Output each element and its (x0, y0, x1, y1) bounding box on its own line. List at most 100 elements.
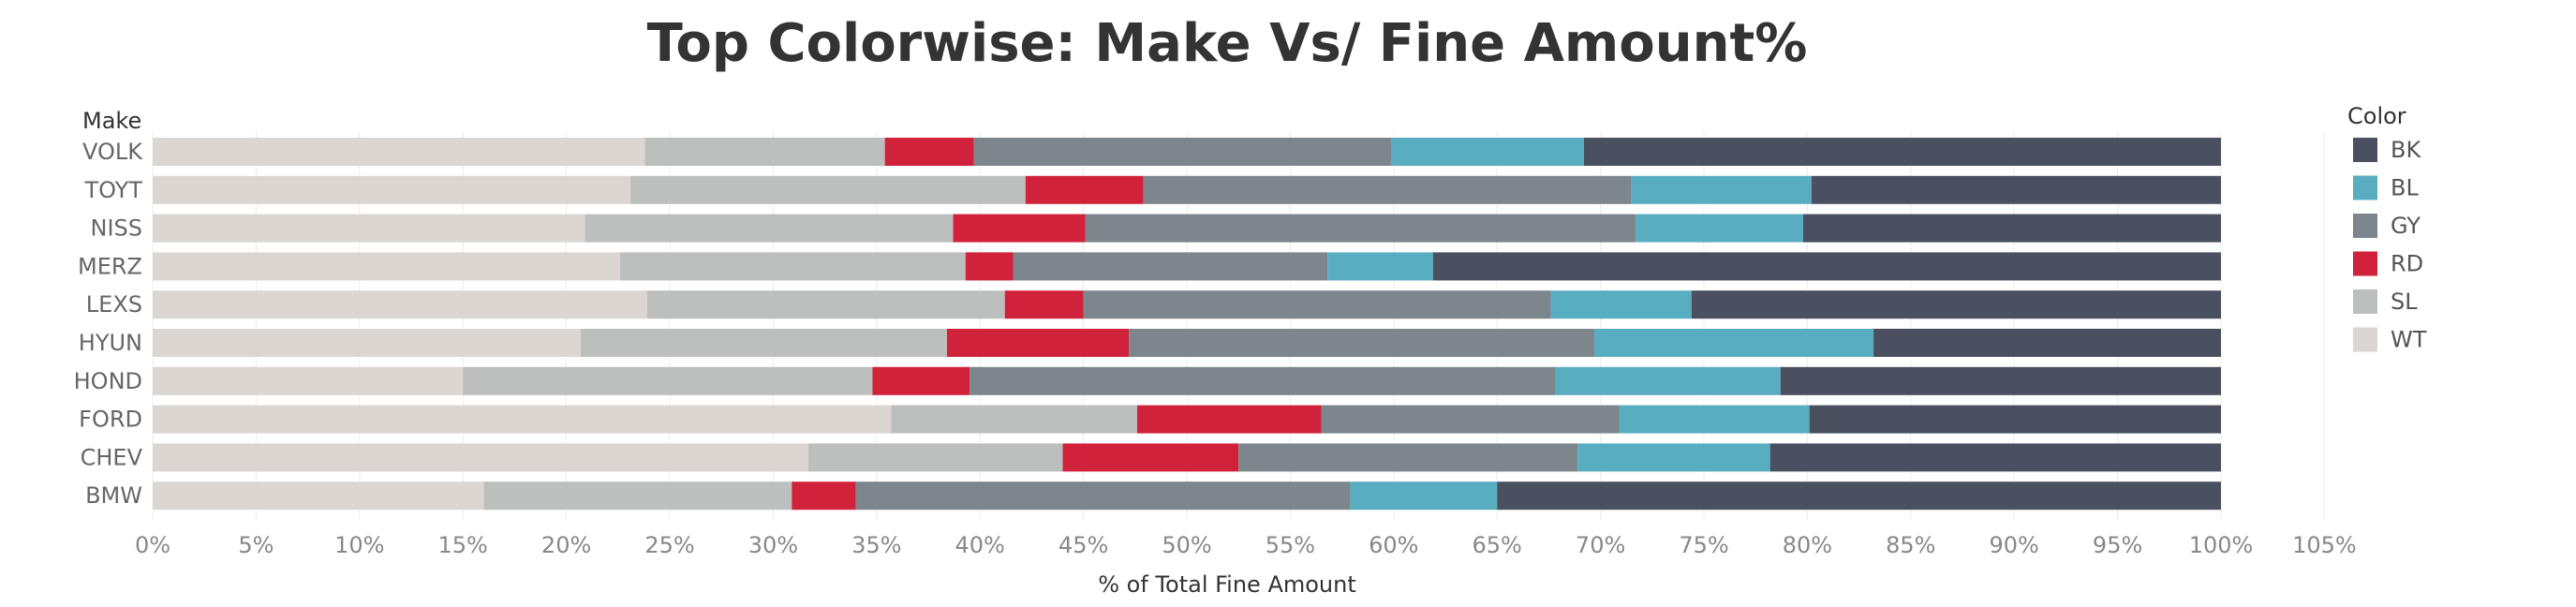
legend-swatch-rd (2353, 251, 2377, 276)
bar-bk (1769, 443, 2221, 472)
bar-wt (153, 405, 892, 434)
category-label: FORD (79, 407, 142, 433)
bar-gy (1321, 405, 1620, 434)
bar-gy (1143, 175, 1632, 204)
bar-bk (1691, 290, 2221, 319)
bar-bk (1873, 329, 2221, 357)
bar-sl (630, 175, 1026, 204)
category-label: CHEV (81, 444, 143, 470)
x-tick-label: 25% (644, 532, 694, 558)
category-labels: VOLK TOYT NISS MERZ LEXS HYUN HOND FORD CHEV BMW (74, 139, 144, 509)
bar-rd (946, 329, 1130, 357)
bar-bl (1631, 175, 1812, 204)
x-tick-label: 30% (748, 532, 798, 558)
bar-gy (1238, 443, 1578, 472)
bar-bl (1555, 366, 1781, 395)
bar-gy (1129, 329, 1594, 357)
x-tick-label: 50% (1162, 532, 1211, 558)
bar-wt (153, 443, 808, 472)
x-tick-label: 20% (541, 532, 591, 558)
chart-title: Top Colorwise: Make Vs/ Fine Amount% (646, 13, 1808, 74)
legend-label: BK (2391, 137, 2421, 163)
x-tick-label: 75% (1679, 532, 1728, 558)
category-label: TOYT (83, 177, 142, 203)
x-tick-label: 0% (135, 532, 170, 558)
bar-gy (970, 366, 1556, 395)
bar-gy (1083, 290, 1551, 319)
bar-wt (153, 175, 631, 204)
bar-wt (153, 214, 585, 243)
category-label: NISS (91, 215, 143, 242)
legend-label: WT (2391, 327, 2427, 353)
legend-swatch-sl (2353, 289, 2377, 314)
category-label: VOLK (82, 139, 143, 165)
bar-rd (792, 481, 856, 511)
bar-sl (807, 443, 1063, 472)
bar-rd (953, 214, 1086, 243)
x-axis-title: % of Total Fine Amount (1098, 571, 1356, 598)
legend-swatch-wt (2353, 327, 2377, 352)
bar-wt (153, 138, 645, 166)
bar-sl (891, 405, 1138, 434)
bar-bl (1636, 214, 1803, 243)
bar-gy (855, 481, 1351, 511)
bar-bl (1550, 290, 1692, 319)
x-tick-label: 55% (1266, 532, 1315, 558)
x-tick-label: 85% (1886, 532, 1935, 558)
x-tick-labels: 0% 5% 10% 15% 20% 25% 30% 35% 40% 45% 50% 55% 60% 65%… (135, 532, 2357, 558)
x-tick-label: 105% (2292, 532, 2357, 558)
bar-bk (1432, 252, 2221, 281)
bar-rd (1025, 175, 1144, 204)
bar-bk (1583, 138, 2221, 166)
x-tick-label: 90% (1990, 532, 2039, 558)
legend-swatch-bl (2353, 175, 2377, 200)
bar-sl (581, 329, 947, 357)
bar-bl (1577, 443, 1770, 472)
category-label: LEXS (86, 291, 142, 318)
category-label: BMW (85, 482, 142, 509)
bar-bl (1391, 138, 1584, 166)
x-tick-label: 35% (851, 532, 901, 558)
x-tick-label: 45% (1059, 532, 1108, 558)
legend-label: RD (2391, 251, 2423, 277)
y-axis-title: Make (82, 108, 141, 134)
x-tick-label: 60% (1369, 532, 1418, 558)
bar-sl (483, 481, 792, 511)
bar-bk (1802, 214, 2221, 243)
bar-wt (153, 329, 582, 357)
legend-label: SL (2391, 289, 2418, 315)
bar-bk (1809, 405, 2221, 434)
legend: Color BK BL GY RD SL WT (2347, 103, 2427, 353)
bar-sl (620, 252, 966, 281)
bar-rd (1137, 405, 1322, 434)
bar-sl (585, 214, 954, 243)
bar-bk (1811, 175, 2221, 204)
category-label: HYUN (79, 330, 142, 356)
bar-wt (153, 481, 484, 511)
x-tick-label: 80% (1783, 532, 1832, 558)
bar-wt (153, 366, 464, 395)
bar-sl (646, 290, 1005, 319)
bar-sl (644, 138, 885, 166)
bars-layer (153, 138, 2221, 511)
bar-bk (1780, 366, 2221, 395)
category-label: HOND (74, 368, 142, 394)
bar-rd (884, 138, 974, 166)
bar-sl (463, 366, 873, 395)
bar-rd (965, 252, 1014, 281)
bar-rd (1004, 290, 1084, 319)
bar-bl (1619, 405, 1810, 434)
bar-gy (973, 138, 1392, 166)
x-tick-label: 10% (334, 532, 384, 558)
category-label: MERZ (78, 253, 142, 279)
x-tick-label: 95% (2093, 532, 2142, 558)
legend-swatch-bk (2353, 138, 2377, 162)
legend-label: GY (2391, 213, 2421, 239)
x-tick-label: 70% (1576, 532, 1625, 558)
legend-swatch-gy (2353, 214, 2377, 238)
x-tick-label: 100% (2189, 532, 2254, 558)
bar-bl (1350, 481, 1498, 511)
bar-gy (1013, 252, 1328, 281)
bar-bl (1327, 252, 1433, 281)
x-tick-label: 40% (955, 532, 1005, 558)
